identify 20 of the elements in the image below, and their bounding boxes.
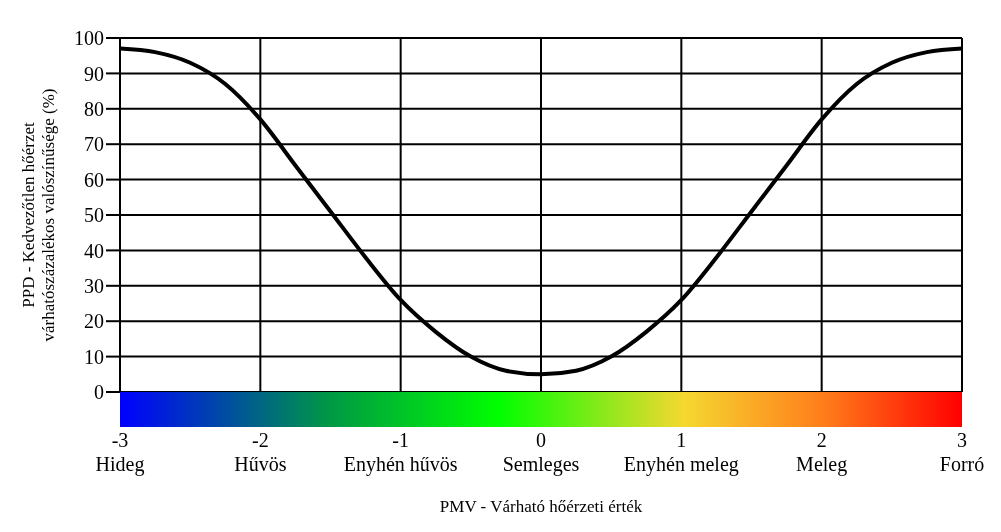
x-tick-label: 2 Meleg <box>796 429 848 476</box>
x-axis-title: PMV - Várható hőérzeti érték <box>439 497 643 516</box>
y-tick-label: 80 <box>84 97 104 120</box>
x-tick-label: 0 Semleges <box>502 429 580 476</box>
y-tick-label: 70 <box>84 133 104 156</box>
y-tick-label: 20 <box>84 310 104 333</box>
y-tick-label: 0 <box>94 381 104 404</box>
y-tick-label: 40 <box>84 239 104 262</box>
y-tick-label: 60 <box>84 168 104 191</box>
y-tick-label: 50 <box>84 204 104 227</box>
x-tick-label: 1 Enyhén meleg <box>623 429 739 476</box>
y-tick-label: 30 <box>84 274 104 297</box>
x-tick-label: -1 Enyhén hűvös <box>343 429 458 476</box>
y-axis-title: PPD - Kedvezőtlen hőérzet várhatószázalékos valószínűsége (%) <box>19 88 58 342</box>
y-tick-label: 90 <box>84 62 104 85</box>
x-tick-label: 3 Forró <box>939 429 985 475</box>
y-tick-label: 10 <box>84 345 104 368</box>
x-tick-label: -2 Hűvös <box>234 429 287 475</box>
y-tick-label: 100 <box>74 27 104 50</box>
x-tick-label: -3 Hideg <box>95 429 145 476</box>
